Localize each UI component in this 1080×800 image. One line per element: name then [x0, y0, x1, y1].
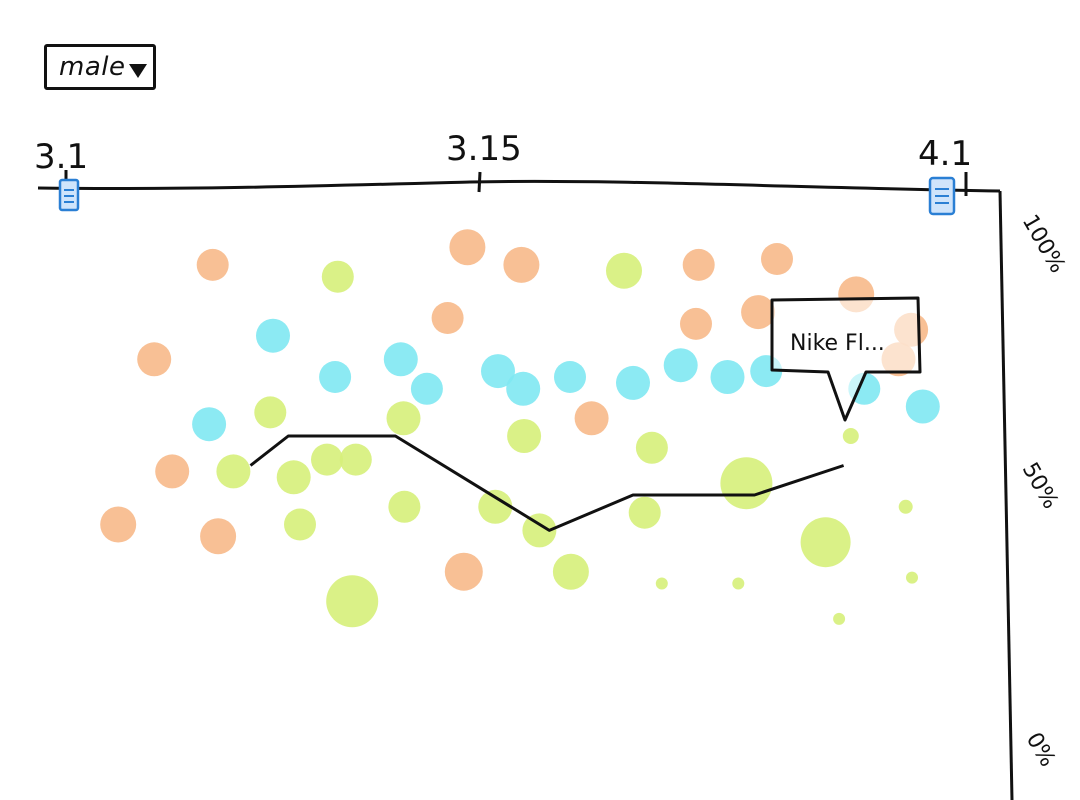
scatter-point-cyan[interactable]	[616, 365, 650, 400]
scatter-point-cyan[interactable]	[319, 361, 352, 393]
scatter-point-green[interactable]	[906, 571, 918, 584]
scatter-point-orange[interactable]	[761, 243, 793, 275]
scatter-point-green[interactable]	[386, 401, 421, 436]
scatter-point-green[interactable]	[732, 577, 745, 590]
scatter-point-green[interactable]	[842, 428, 859, 444]
scatter-point-cyan[interactable]	[256, 318, 290, 353]
scatter-point-orange[interactable]	[680, 307, 712, 340]
tooltip-bubble	[770, 296, 922, 422]
x-tick-label: 3.1	[34, 137, 88, 177]
scatter-point-green[interactable]	[655, 577, 668, 590]
scatter-point-orange[interactable]	[100, 506, 137, 543]
scatter-point-green[interactable]	[326, 575, 379, 628]
dropdown-selected-value: male	[59, 52, 126, 82]
scatter-point-orange[interactable]	[155, 454, 190, 489]
scatter-point-orange[interactable]	[449, 229, 486, 266]
x-tick-label: 3.15	[446, 129, 522, 169]
scatter-point-orange[interactable]	[503, 246, 540, 283]
scatter-point-cyan[interactable]	[905, 389, 940, 424]
scatter-point-green[interactable]	[276, 460, 311, 495]
scatter-point-orange[interactable]	[741, 295, 776, 330]
y-axis-line	[998, 190, 1014, 800]
scatter-point-green[interactable]	[833, 612, 846, 625]
scatter-point-green[interactable]	[635, 431, 668, 464]
x-tick-label: 4.1	[918, 134, 972, 174]
caret-down-icon	[129, 64, 147, 78]
x-axis-line	[37, 179, 1001, 193]
scatter-point-green[interactable]	[321, 260, 354, 293]
trend-line-layer	[249, 434, 845, 532]
scatter-point-green[interactable]	[552, 553, 589, 590]
scatter-point-orange[interactable]	[574, 401, 609, 436]
scatter-point-orange[interactable]	[137, 342, 172, 377]
scatter-point-green[interactable]	[284, 508, 316, 541]
scatter-point-orange[interactable]	[200, 518, 237, 555]
scatter-point-orange[interactable]	[196, 248, 229, 281]
scatter-point-cyan[interactable]	[481, 354, 515, 389]
y-tick-label: 100%	[1017, 211, 1070, 278]
y-tick-label: 0%	[1021, 729, 1060, 772]
scatter-point-cyan[interactable]	[383, 342, 418, 377]
scatter-point-green[interactable]	[898, 499, 913, 514]
gender-filter-dropdown[interactable]: male	[44, 44, 156, 90]
y-tick-label: 50%	[1017, 459, 1063, 514]
scatter-point-cyan[interactable]	[554, 361, 586, 393]
scatter-point-green[interactable]	[507, 419, 542, 453]
tooltip: Nike Fl...	[770, 296, 922, 422]
tooltip-label: Nike Fl...	[790, 331, 885, 356]
scatter-point-cyan[interactable]	[410, 372, 443, 405]
scatter-point-green[interactable]	[720, 457, 773, 510]
range-handle-right[interactable]	[928, 176, 956, 216]
scatter-point-orange[interactable]	[682, 248, 715, 281]
x-tick-mark-mid	[477, 171, 482, 193]
scatter-point-green[interactable]	[388, 490, 421, 523]
scatter-point-green[interactable]	[254, 396, 287, 429]
scatter-point-cyan[interactable]	[192, 407, 227, 442]
scatter-points	[100, 229, 940, 628]
scatter-point-green[interactable]	[216, 454, 251, 489]
scatter-point-green[interactable]	[311, 443, 343, 476]
scatter-point-cyan[interactable]	[710, 360, 745, 394]
scatter-point-green[interactable]	[478, 489, 513, 524]
scatter-point-green[interactable]	[522, 513, 557, 548]
scatter-point-cyan[interactable]	[663, 348, 698, 383]
scatter-point-green[interactable]	[339, 443, 372, 476]
scatter-point-orange[interactable]	[431, 302, 464, 334]
scatter-point-green[interactable]	[628, 496, 661, 529]
scatter-point-green[interactable]	[606, 252, 642, 289]
range-handle-left[interactable]	[58, 178, 80, 212]
trend-line	[249, 434, 845, 532]
scatter-point-orange[interactable]	[444, 552, 483, 591]
scatter-point-cyan[interactable]	[506, 371, 541, 406]
scatter-point-green[interactable]	[800, 517, 851, 568]
